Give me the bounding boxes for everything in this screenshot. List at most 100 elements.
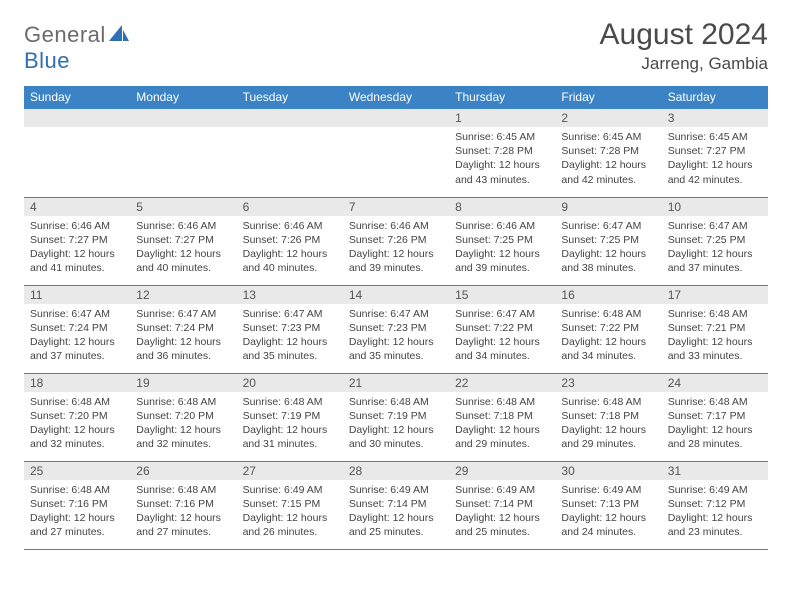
daylight-line: Daylight: 12 hours and 37 minutes. (668, 247, 762, 275)
sunset-line: Sunset: 7:17 PM (668, 409, 762, 423)
brand-part1: General (24, 22, 106, 47)
day-number: 31 (662, 462, 768, 480)
day-number: 1 (449, 109, 555, 127)
sunset-line: Sunset: 7:18 PM (455, 409, 549, 423)
calendar-body: 1Sunrise: 6:45 AMSunset: 7:28 PMDaylight… (24, 109, 768, 549)
sunrise-line: Sunrise: 6:47 AM (349, 307, 443, 321)
sunset-line: Sunset: 7:23 PM (243, 321, 337, 335)
calendar-day-cell (237, 109, 343, 197)
calendar-table: SundayMondayTuesdayWednesdayThursdayFrid… (24, 86, 768, 550)
day-number: 21 (343, 374, 449, 392)
day-content: Sunrise: 6:48 AMSunset: 7:20 PMDaylight:… (24, 392, 130, 456)
calendar-day-cell: 4Sunrise: 6:46 AMSunset: 7:27 PMDaylight… (24, 197, 130, 285)
calendar-day-cell: 30Sunrise: 6:49 AMSunset: 7:13 PMDayligh… (555, 461, 661, 549)
calendar-day-cell: 24Sunrise: 6:48 AMSunset: 7:17 PMDayligh… (662, 373, 768, 461)
day-content: Sunrise: 6:47 AMSunset: 7:24 PMDaylight:… (24, 304, 130, 368)
daylight-line: Daylight: 12 hours and 39 minutes. (349, 247, 443, 275)
daylight-line: Daylight: 12 hours and 40 minutes. (243, 247, 337, 275)
sunset-line: Sunset: 7:27 PM (668, 144, 762, 158)
day-number: 17 (662, 286, 768, 304)
day-content: Sunrise: 6:45 AMSunset: 7:27 PMDaylight:… (662, 127, 768, 191)
sunset-line: Sunset: 7:19 PM (243, 409, 337, 423)
sunset-line: Sunset: 7:16 PM (30, 497, 124, 511)
day-number: 7 (343, 198, 449, 216)
day-number: 20 (237, 374, 343, 392)
daylight-line: Daylight: 12 hours and 34 minutes. (561, 335, 655, 363)
daylight-line: Daylight: 12 hours and 25 minutes. (349, 511, 443, 539)
sunrise-line: Sunrise: 6:48 AM (243, 395, 337, 409)
month-title: August 2024 (600, 18, 768, 52)
sunrise-line: Sunrise: 6:47 AM (30, 307, 124, 321)
location: Jarreng, Gambia (600, 54, 768, 74)
sunrise-line: Sunrise: 6:47 AM (455, 307, 549, 321)
title-block: August 2024 Jarreng, Gambia (600, 18, 768, 74)
day-number: 26 (130, 462, 236, 480)
calendar-day-cell: 9Sunrise: 6:47 AMSunset: 7:25 PMDaylight… (555, 197, 661, 285)
calendar-week-row: 4Sunrise: 6:46 AMSunset: 7:27 PMDaylight… (24, 197, 768, 285)
sunrise-line: Sunrise: 6:45 AM (455, 130, 549, 144)
sunset-line: Sunset: 7:19 PM (349, 409, 443, 423)
calendar-week-row: 18Sunrise: 6:48 AMSunset: 7:20 PMDayligh… (24, 373, 768, 461)
header: GeneralBlue August 2024 Jarreng, Gambia (24, 18, 768, 74)
calendar-day-cell: 13Sunrise: 6:47 AMSunset: 7:23 PMDayligh… (237, 285, 343, 373)
daylight-line: Daylight: 12 hours and 23 minutes. (668, 511, 762, 539)
sunrise-line: Sunrise: 6:46 AM (30, 219, 124, 233)
daylight-line: Daylight: 12 hours and 33 minutes. (668, 335, 762, 363)
day-content: Sunrise: 6:48 AMSunset: 7:16 PMDaylight:… (24, 480, 130, 544)
sunrise-line: Sunrise: 6:48 AM (561, 395, 655, 409)
sunrise-line: Sunrise: 6:48 AM (668, 307, 762, 321)
daylight-line: Daylight: 12 hours and 29 minutes. (455, 423, 549, 451)
calendar-day-cell: 25Sunrise: 6:48 AMSunset: 7:16 PMDayligh… (24, 461, 130, 549)
daylight-line: Daylight: 12 hours and 30 minutes. (349, 423, 443, 451)
day-content: Sunrise: 6:47 AMSunset: 7:23 PMDaylight:… (343, 304, 449, 368)
sunset-line: Sunset: 7:20 PM (30, 409, 124, 423)
daylight-line: Daylight: 12 hours and 26 minutes. (243, 511, 337, 539)
calendar-day-cell: 7Sunrise: 6:46 AMSunset: 7:26 PMDaylight… (343, 197, 449, 285)
daylight-line: Daylight: 12 hours and 36 minutes. (136, 335, 230, 363)
day-content: Sunrise: 6:47 AMSunset: 7:22 PMDaylight:… (449, 304, 555, 368)
sunset-line: Sunset: 7:27 PM (30, 233, 124, 247)
calendar-day-cell: 10Sunrise: 6:47 AMSunset: 7:25 PMDayligh… (662, 197, 768, 285)
day-content: Sunrise: 6:48 AMSunset: 7:22 PMDaylight:… (555, 304, 661, 368)
day-content: Sunrise: 6:46 AMSunset: 7:26 PMDaylight:… (237, 216, 343, 280)
weekday-header: Thursday (449, 86, 555, 109)
calendar-day-cell: 28Sunrise: 6:49 AMSunset: 7:14 PMDayligh… (343, 461, 449, 549)
daylight-line: Daylight: 12 hours and 27 minutes. (30, 511, 124, 539)
sunrise-line: Sunrise: 6:48 AM (455, 395, 549, 409)
daylight-line: Daylight: 12 hours and 25 minutes. (455, 511, 549, 539)
day-number: 18 (24, 374, 130, 392)
brand-part2: Blue (24, 48, 70, 73)
sunset-line: Sunset: 7:14 PM (349, 497, 443, 511)
weekday-header: Saturday (662, 86, 768, 109)
day-number: 24 (662, 374, 768, 392)
sunset-line: Sunset: 7:18 PM (561, 409, 655, 423)
sunset-line: Sunset: 7:26 PM (243, 233, 337, 247)
sunset-line: Sunset: 7:28 PM (561, 144, 655, 158)
day-content: Sunrise: 6:49 AMSunset: 7:12 PMDaylight:… (662, 480, 768, 544)
sunset-line: Sunset: 7:16 PM (136, 497, 230, 511)
day-number: 13 (237, 286, 343, 304)
sunset-line: Sunset: 7:22 PM (561, 321, 655, 335)
sunrise-line: Sunrise: 6:46 AM (349, 219, 443, 233)
day-content: Sunrise: 6:49 AMSunset: 7:14 PMDaylight:… (449, 480, 555, 544)
day-content: Sunrise: 6:47 AMSunset: 7:24 PMDaylight:… (130, 304, 236, 368)
day-number: 16 (555, 286, 661, 304)
day-number (24, 109, 130, 127)
calendar-day-cell: 21Sunrise: 6:48 AMSunset: 7:19 PMDayligh… (343, 373, 449, 461)
daylight-line: Daylight: 12 hours and 31 minutes. (243, 423, 337, 451)
calendar-day-cell: 26Sunrise: 6:48 AMSunset: 7:16 PMDayligh… (130, 461, 236, 549)
sunrise-line: Sunrise: 6:48 AM (668, 395, 762, 409)
day-number: 2 (555, 109, 661, 127)
day-content: Sunrise: 6:45 AMSunset: 7:28 PMDaylight:… (449, 127, 555, 191)
calendar-day-cell: 12Sunrise: 6:47 AMSunset: 7:24 PMDayligh… (130, 285, 236, 373)
day-content: Sunrise: 6:49 AMSunset: 7:15 PMDaylight:… (237, 480, 343, 544)
daylight-line: Daylight: 12 hours and 41 minutes. (30, 247, 124, 275)
day-content: Sunrise: 6:47 AMSunset: 7:23 PMDaylight:… (237, 304, 343, 368)
daylight-line: Daylight: 12 hours and 32 minutes. (136, 423, 230, 451)
daylight-line: Daylight: 12 hours and 34 minutes. (455, 335, 549, 363)
calendar-day-cell: 23Sunrise: 6:48 AMSunset: 7:18 PMDayligh… (555, 373, 661, 461)
sunrise-line: Sunrise: 6:47 AM (668, 219, 762, 233)
day-number: 8 (449, 198, 555, 216)
sunset-line: Sunset: 7:24 PM (136, 321, 230, 335)
brand-text: GeneralBlue (24, 22, 130, 74)
